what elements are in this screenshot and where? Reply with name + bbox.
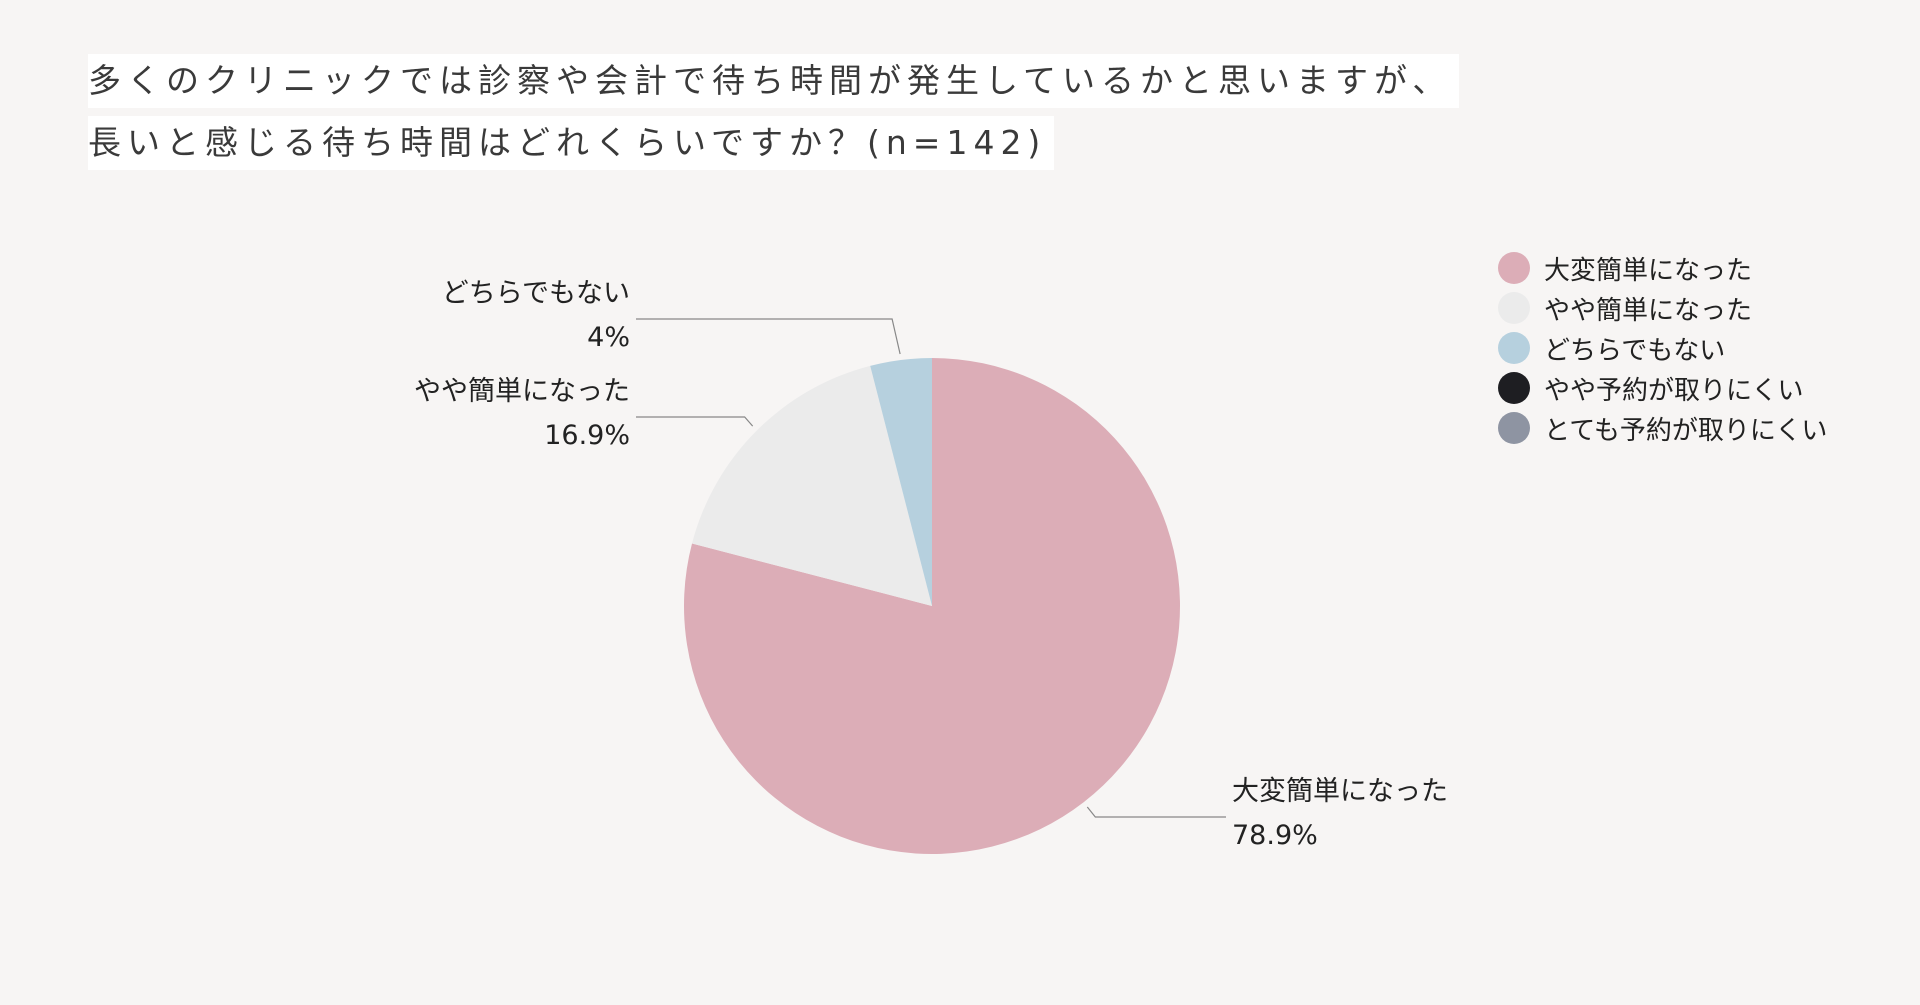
slice-value-0: 78.9% xyxy=(1232,820,1318,851)
legend-swatch-4 xyxy=(1498,412,1530,444)
legend-item-4: とても予約が取りにくい xyxy=(1498,408,1827,448)
title-line-2: 長いと感じる待ち時間はどれくらいですか？(n=142) xyxy=(88,116,1055,170)
legend-label-3: やや予約が取りにくい xyxy=(1544,375,1804,406)
slice-value-2: 4% xyxy=(587,322,630,353)
slice-label-2: どちらでもない xyxy=(442,278,630,309)
legend-item-1: やや簡単になった xyxy=(1498,288,1827,328)
pie-slice-2 xyxy=(870,358,932,606)
slice-value-1: 16.9% xyxy=(544,420,630,451)
legend-item-0: 大変簡単になった xyxy=(1498,248,1827,288)
slice-label-1: やや簡単になった xyxy=(414,376,630,407)
leader-line-2 xyxy=(636,318,901,355)
legend-item-3: やや予約が取りにくい xyxy=(1498,368,1827,408)
leader-line-1 xyxy=(636,416,754,427)
pie-slice-1 xyxy=(692,365,932,606)
title-line-1: 多くのクリニックでは診察や会計で待ち時間が発生しているかと思いますが、 xyxy=(88,54,1460,108)
leader-line-0 xyxy=(1086,806,1226,818)
legend-item-2: どちらでもない xyxy=(1498,328,1827,368)
legend-label-4: とても予約が取りにくい xyxy=(1544,415,1828,446)
chart-legend: 大変簡単になった やや簡単になった どちらでもないやや予約が取りにくい とても予約が取… xyxy=(1498,248,1827,448)
legend-swatch-3 xyxy=(1498,372,1530,404)
legend-label-1: やや簡単になった xyxy=(1544,295,1753,326)
legend-label-0: 大変簡単になった xyxy=(1544,255,1753,286)
legend-label-2: どちらでもない xyxy=(1544,335,1726,366)
legend-swatch-2 xyxy=(1498,332,1530,364)
chart-title: 多くのクリニックでは診察や会計で待ち時間が発生しているかと思いますが、 長いと感… xyxy=(88,54,1460,170)
legend-swatch-1 xyxy=(1498,292,1530,324)
legend-swatch-0 xyxy=(1498,252,1530,284)
slice-label-0: 大変簡単になった xyxy=(1232,776,1448,807)
